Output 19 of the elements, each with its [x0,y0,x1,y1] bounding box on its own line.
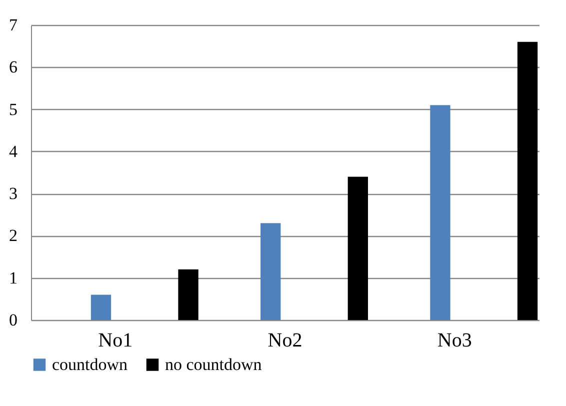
y-tick-label: 7 [9,16,18,34]
y-tick-label: 0 [9,310,18,330]
bar [348,176,368,320]
bar [260,223,281,320]
y-tick-label: 6 [9,58,18,77]
bar [517,42,538,320]
legend-label: no countdown [165,354,262,374]
y-tick-label: 5 [9,100,18,119]
x-tick-label: No3 [437,330,472,352]
legend-label: countdown [52,354,128,374]
y-tick-label: 4 [9,142,18,161]
x-tick-label: No2 [268,330,302,352]
bar [430,105,450,320]
y-tick-label: 2 [9,226,18,246]
y-tick-label: 3 [9,184,18,204]
x-tick-label: No1 [98,330,133,352]
bar [178,269,198,320]
y-tick-label: 1 [9,268,18,288]
bar [90,294,112,320]
